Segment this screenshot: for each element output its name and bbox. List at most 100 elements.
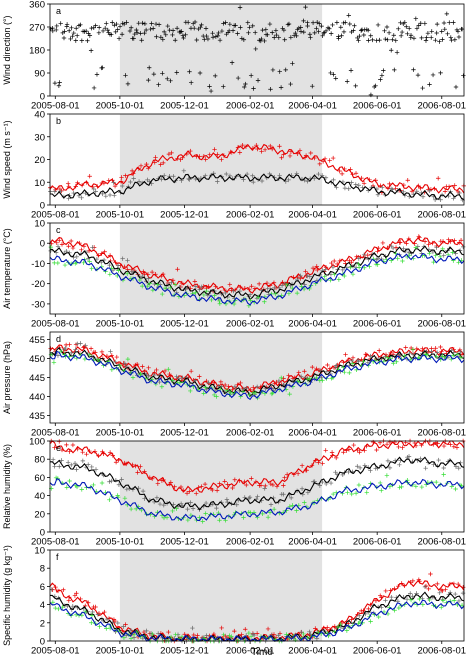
data-point-d-red xyxy=(140,364,145,369)
data-point-a-black xyxy=(308,35,313,40)
data-point-c-red xyxy=(256,281,262,287)
data-point-a-black xyxy=(235,75,241,81)
data-point-f-blue xyxy=(439,605,444,610)
data-point-a-black xyxy=(210,35,216,40)
data-point-a-black xyxy=(124,20,129,25)
panel-f: f 0 2 4 6 8 10 Specific humidity (g kg⁻¹) 2005-0… xyxy=(2,545,466,656)
data-point-c-blue xyxy=(145,283,150,289)
data-point-e-red xyxy=(214,488,220,493)
data-point-a-black xyxy=(303,4,308,10)
data-point-c-red xyxy=(238,284,243,290)
data-point-a-black xyxy=(104,21,109,26)
data-point-e-black xyxy=(385,458,391,464)
data-point-d-black xyxy=(69,350,74,356)
y-tick-label-d: 445 xyxy=(29,373,45,384)
data-point-e-black xyxy=(107,479,112,484)
data-point-c-blue xyxy=(48,244,54,250)
data-point-a-black xyxy=(278,85,284,90)
x-tick-label-d: 2005-10-01 xyxy=(96,428,145,439)
x-tick-label-d: 2006-08-01 xyxy=(417,428,466,439)
data-point-a-black xyxy=(258,38,264,44)
data-point-a-black xyxy=(210,30,215,36)
data-point-a-black xyxy=(128,25,134,30)
data-point-e-red xyxy=(258,483,264,488)
series-line-b-black xyxy=(50,173,465,201)
series-line-d-black xyxy=(50,346,465,397)
data-point-a-black xyxy=(247,25,252,30)
data-point-a-black xyxy=(73,38,79,43)
data-point-a-black xyxy=(301,18,306,24)
data-point-a-black xyxy=(378,77,383,82)
data-point-e-blue xyxy=(241,515,246,520)
data-point-a-black xyxy=(181,35,186,41)
data-point-a-black xyxy=(180,33,186,38)
data-point-a-black xyxy=(336,36,341,41)
data-point-d-black xyxy=(429,349,434,354)
data-point-c-red xyxy=(175,267,180,272)
data-point-c-blue xyxy=(286,291,292,296)
panel-c: c -30 -20 -10 0 10 Air temperature (°C) 2005-08… xyxy=(2,219,466,330)
data-point-e-black xyxy=(157,501,163,507)
data-point-e-black xyxy=(305,490,311,495)
data-point-a-black xyxy=(163,32,168,38)
data-point-a-black xyxy=(276,35,281,40)
x-tick-label-b: 2005-10-01 xyxy=(96,210,145,221)
data-point-f-black xyxy=(115,620,121,626)
data-point-d-red xyxy=(343,352,348,357)
data-point-c-blue xyxy=(212,293,217,298)
data-point-a-black xyxy=(398,20,403,25)
data-point-f-blue xyxy=(97,624,102,629)
data-point-b-red xyxy=(212,147,217,152)
data-point-c-blue xyxy=(256,295,261,300)
data-point-a-black xyxy=(293,30,298,36)
data-point-c-black xyxy=(389,243,394,249)
data-point-c-red xyxy=(57,238,62,243)
data-point-e-black xyxy=(357,465,363,471)
y-tick-label-b: 0 xyxy=(40,201,45,212)
data-point-c-red xyxy=(227,282,232,287)
data-point-e-red xyxy=(70,442,76,448)
data-point-d-black xyxy=(206,380,211,385)
x-tick-label-b: 2005-12-01 xyxy=(160,210,209,221)
data-point-f-black xyxy=(299,629,304,635)
data-point-a-black xyxy=(319,23,324,29)
data-point-e-red xyxy=(270,482,276,488)
data-point-b-black xyxy=(432,197,438,202)
data-point-c-blue xyxy=(342,273,347,279)
data-point-a-black xyxy=(194,37,199,43)
data-point-d-blue xyxy=(95,357,101,362)
data-point-b-red xyxy=(158,162,163,167)
data-point-f-black xyxy=(408,591,413,596)
data-point-a-black xyxy=(50,28,56,34)
data-point-e-black xyxy=(397,462,402,468)
data-point-f-black xyxy=(104,616,110,622)
data-point-a-black xyxy=(58,21,63,26)
data-point-d-black xyxy=(255,384,260,390)
data-point-a-black xyxy=(439,29,444,34)
data-point-b-red xyxy=(387,181,392,187)
data-point-d-red xyxy=(109,353,115,358)
data-point-b-red xyxy=(339,171,345,177)
data-point-a-black xyxy=(170,32,175,38)
data-point-e-black xyxy=(69,462,74,468)
data-point-a-black xyxy=(288,35,294,40)
data-point-a-black xyxy=(341,29,347,35)
data-point-c-red xyxy=(229,288,234,293)
data-point-a-black xyxy=(170,28,176,33)
data-point-a-black xyxy=(61,35,67,41)
data-point-e-red xyxy=(387,439,393,445)
data-point-c-black xyxy=(279,283,285,288)
data-point-a-black xyxy=(411,36,417,41)
data-point-e-blue xyxy=(133,506,139,512)
data-point-e-black xyxy=(154,495,160,500)
data-point-e-blue xyxy=(67,478,72,484)
data-point-a-black xyxy=(208,88,214,94)
data-point-a-black xyxy=(203,26,209,31)
data-point-f-red xyxy=(166,629,171,635)
data-point-a-black xyxy=(70,33,75,39)
data-point-e-blue xyxy=(188,512,194,518)
data-point-a-black xyxy=(134,27,139,33)
series-c-red xyxy=(49,234,465,295)
data-point-c-blue xyxy=(433,253,438,258)
data-point-e-black xyxy=(119,477,124,482)
